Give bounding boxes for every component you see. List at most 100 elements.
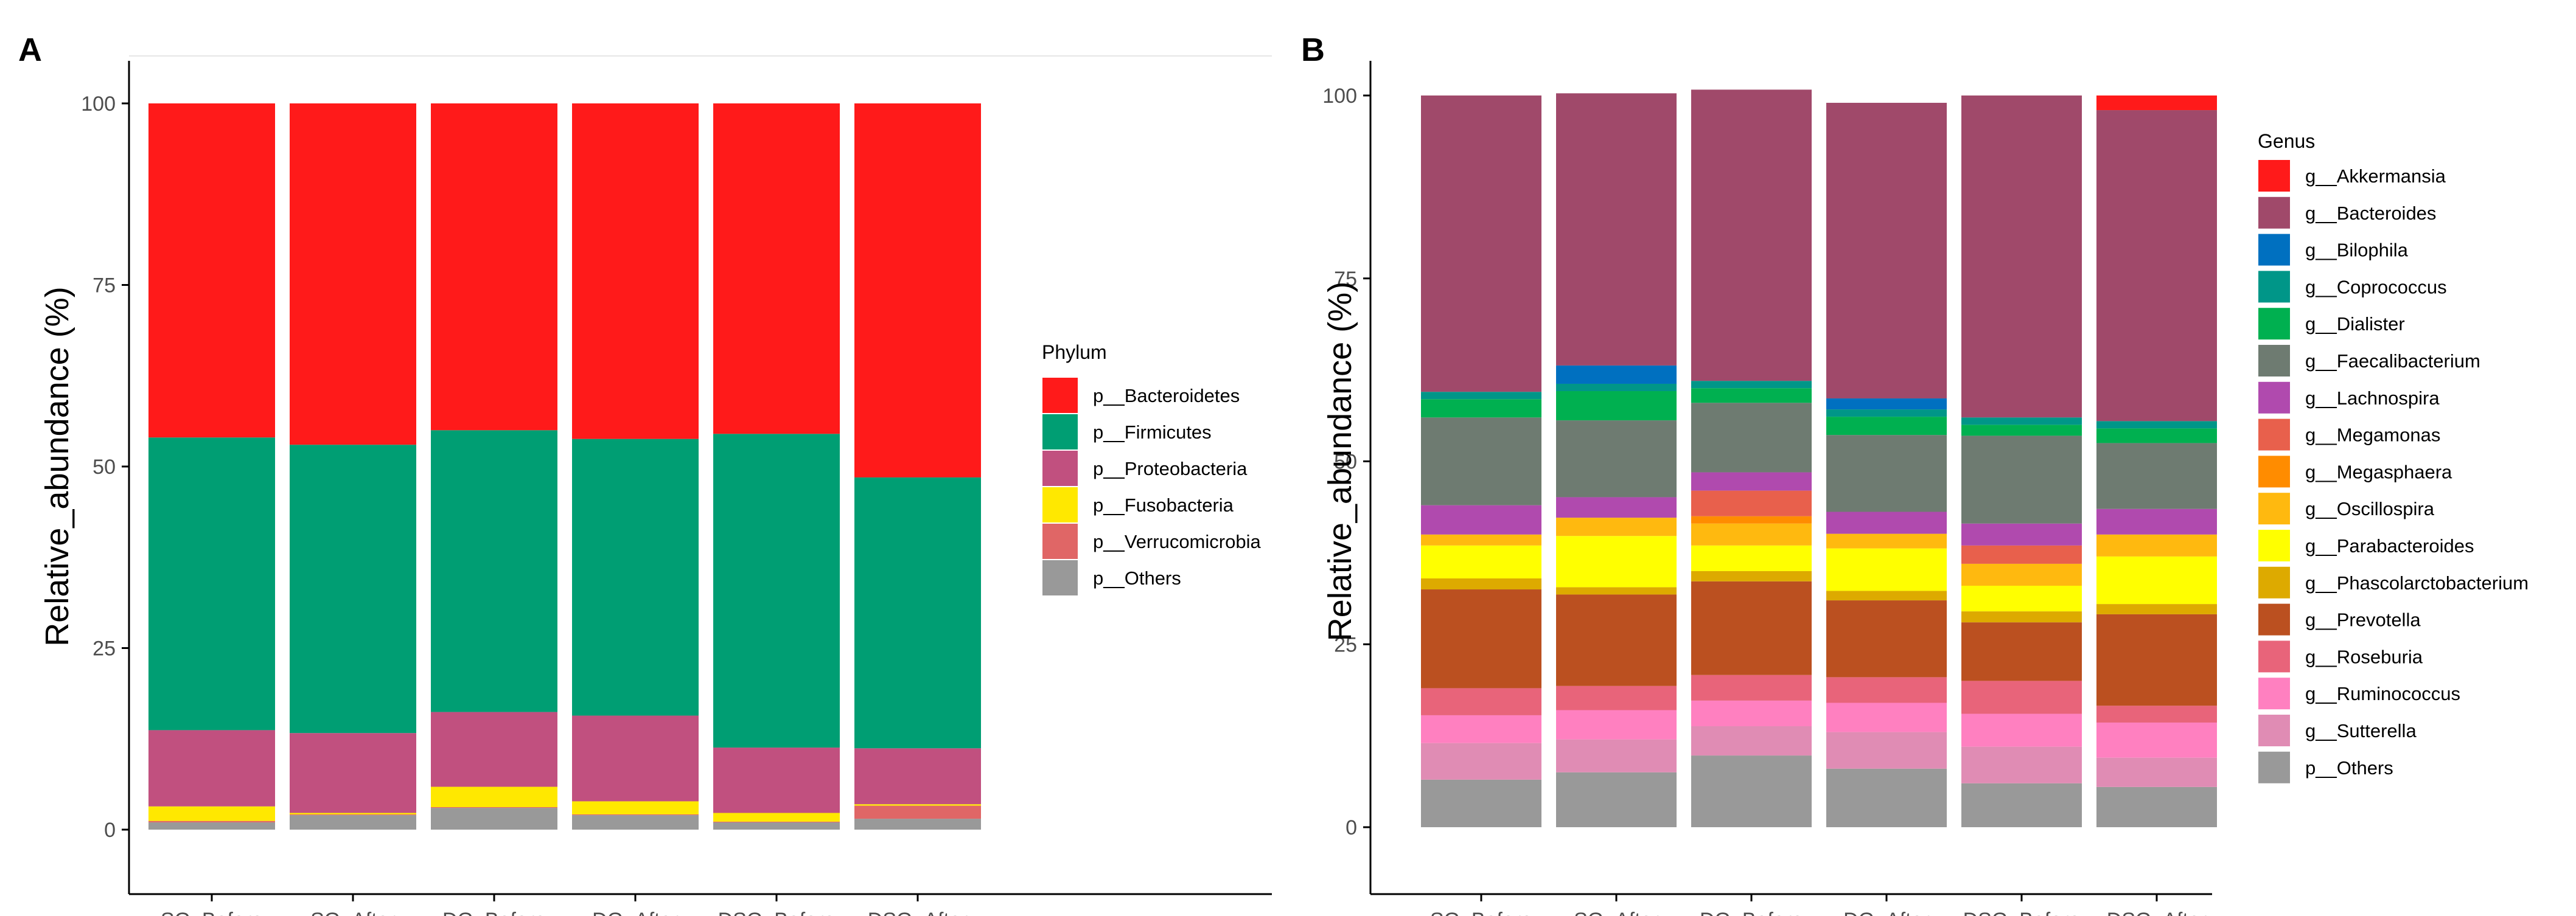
bar-segment-dsg-after-p-firmicutes — [854, 477, 981, 749]
bar-segment-sg-before-g-roseburia — [1421, 688, 1541, 715]
bar-segment-dg-before-p-others — [1691, 755, 1812, 827]
bar-segment-dsg-before-g-faecalibacterium — [1961, 435, 2082, 524]
bar-segment-dg-before-p-firmicutes — [431, 430, 557, 712]
legend-label-p-firmicutes: p__Firmicutes — [1093, 422, 1212, 443]
legend-swatch-p-fusobacteria — [1041, 486, 1079, 524]
x-tick-label-dg-after: DG_After — [592, 909, 679, 916]
bar-segment-dsg-after-p-others — [854, 819, 981, 830]
legend-title: Genus — [2258, 130, 2315, 152]
legend-label-g-roseburia: g__Roseburia — [2305, 646, 2423, 667]
bar-segment-sg-after-g-ruminococcus — [1556, 710, 1677, 740]
y-tick-label: 100 — [81, 92, 116, 116]
bar-segment-sg-after-p-firmicutes — [290, 445, 416, 734]
y-tick-label: 0 — [104, 819, 116, 842]
bar-segment-dsg-after-g-prevotella — [2096, 614, 2217, 706]
bar-segment-dg-before-g-megamonas — [1691, 490, 1812, 516]
bar-segment-dg-before-g-parabacteroides — [1691, 545, 1812, 571]
legend-label-g-faecalibacterium: g__Faecalibacterium — [2305, 350, 2480, 372]
bar-segment-sg-before-g-lachnospira — [1421, 505, 1541, 535]
bar-segment-dg-after-g-oscillospira — [1826, 533, 1947, 549]
legend-swatch-p-others — [2257, 750, 2291, 785]
bar-segment-dsg-after-g-bacteroides — [2096, 110, 2217, 422]
bar-segment-dsg-before-p-others — [1961, 783, 2082, 827]
legend-label-g-ruminococcus: g__Ruminococcus — [2305, 683, 2460, 704]
bar-segment-dg-before-g-phascolarctobacterium — [1691, 571, 1812, 581]
bar-segment-sg-after-g-bilophila — [1556, 365, 1677, 384]
bar-segment-sg-before-g-dialister — [1421, 399, 1541, 418]
bar-segment-dsg-before-g-phascolarctobacterium — [1961, 611, 2082, 623]
bar-segment-sg-after-g-bacteroides — [1556, 93, 1677, 366]
bar-segment-dsg-after-g-parabacteroides — [2096, 556, 2217, 605]
bar-segment-dg-before-g-megasphaera — [1691, 516, 1812, 524]
bar-segment-sg-after-g-parabacteroides — [1556, 536, 1677, 588]
legend-title: Phylum — [1042, 341, 1107, 363]
bar-segment-dg-after-g-lachnospira — [1826, 512, 1947, 534]
legend-label-g-bilophila: g__Bilophila — [2305, 240, 2409, 261]
bar-segment-dsg-before-p-proteobacteria — [713, 748, 840, 813]
bar-segment-dg-after-p-others — [572, 815, 699, 830]
bar-segment-sg-before-p-fusobacteria — [148, 806, 275, 821]
bar-segment-sg-before-g-prevotella — [1421, 589, 1541, 689]
legend-label-p-bacteroidetes: p__Bacteroidetes — [1093, 385, 1240, 406]
legend-swatch-g-phascolarctobacterium — [2257, 565, 2291, 600]
bar-segment-dg-before-g-prevotella — [1691, 581, 1812, 675]
bar-segment-dg-after-g-ruminococcus — [1826, 703, 1947, 732]
bar-segment-dg-before-p-proteobacteria — [431, 712, 557, 787]
legend-swatch-g-roseburia — [2257, 639, 2291, 674]
bar-segment-sg-after-g-oscillospira — [1556, 518, 1677, 536]
y-tick-label: 75 — [92, 274, 116, 297]
bar-segment-sg-before-g-oscillospira — [1421, 534, 1541, 546]
bar-segment-dsg-before-g-bacteroides — [1961, 95, 2082, 418]
bar-segment-dsg-after-p-others — [2096, 786, 2217, 827]
legend-swatch-g-megamonas — [2257, 417, 2291, 452]
bar-segment-dsg-after-g-lachnospira — [2096, 508, 2217, 535]
legend-swatch-p-others — [1041, 559, 1079, 597]
bar-segment-sg-before-g-parabacteroides — [1421, 545, 1541, 578]
bar-segment-dsg-after-g-sutterella — [2096, 757, 2217, 787]
legend-label-g-coprococcus: g__Coprococcus — [2305, 276, 2447, 297]
legend-swatch-g-akkermansia — [2257, 159, 2291, 193]
bar-segment-dsg-before-g-roseburia — [1961, 681, 2082, 714]
bar-segment-dg-after-g-sutterella — [1826, 732, 1947, 769]
bar-segment-dg-after-p-firmicutes — [572, 439, 699, 716]
legend-label-g-sutterella: g__Sutterella — [2305, 720, 2417, 741]
y-axis-title: Relative_abundance (%) — [39, 286, 75, 646]
legend-label-p-proteobacteria: p__Proteobacteria — [1093, 458, 1248, 479]
bar-segment-sg-before-g-coprococcus — [1421, 392, 1541, 400]
legend-label-p-others: p__Others — [2305, 757, 2393, 779]
bar-segment-sg-before-p-firmicutes — [148, 437, 275, 730]
bar-segment-dg-after-g-bilophila — [1826, 398, 1947, 410]
bar-segment-sg-after-g-prevotella — [1556, 594, 1677, 686]
bar-segment-dsg-before-p-firmicutes — [713, 434, 840, 748]
y-tick-label: 25 — [1334, 633, 1357, 656]
bar-segment-sg-after-g-phascolarctobacterium — [1556, 587, 1677, 595]
x-tick-label-sg-after: SG_After — [310, 909, 396, 916]
bar-segment-dg-before-p-fusobacteria — [431, 786, 557, 807]
bar-segment-sg-after-g-lachnospira — [1556, 497, 1677, 518]
bar-segment-sg-before-p-verrucomicrobia — [148, 821, 275, 823]
legend-swatch-g-prevotella — [2257, 602, 2291, 637]
bar-segment-dg-before-g-ruminococcus — [1691, 700, 1812, 726]
bar-segment-dg-before-g-dialister — [1691, 388, 1812, 403]
x-tick-label-dsg-before: DSG_Before — [1963, 909, 2081, 916]
bar-segment-dsg-after-g-akkermansia — [2096, 95, 2217, 111]
bar-segment-dg-after-p-proteobacteria — [572, 715, 699, 802]
x-tick-label-sg-before: SG_Before — [161, 909, 263, 916]
legend-label-p-verrucomicrobia: p__Verrucomicrobia — [1093, 531, 1261, 552]
legend-label-g-oscillospira: g__Oscillospira — [2305, 498, 2435, 519]
legend-swatch-g-lachnospira — [2257, 380, 2291, 415]
x-tick-label-dg-before: DG_Before — [442, 909, 546, 916]
bar-segment-sg-before-p-bacteroidetes — [148, 103, 275, 438]
bar-segment-sg-after-p-bacteroidetes — [290, 103, 416, 445]
bar-segment-dg-after-g-prevotella — [1826, 600, 1947, 678]
panel-label-b: B — [1301, 32, 1325, 68]
y-tick-label: 75 — [1334, 268, 1357, 291]
bar-segment-sg-before-g-phascolarctobacterium — [1421, 578, 1541, 590]
bar-segment-dsg-before-p-fusobacteria — [713, 813, 840, 822]
bar-segment-dsg-after-p-fusobacteria — [854, 804, 981, 806]
bar-segment-sg-before-g-sutterella — [1421, 743, 1541, 780]
bar-segment-dg-before-g-oscillospira — [1691, 523, 1812, 546]
bar-segment-dg-after-p-bacteroidetes — [572, 103, 699, 439]
bar-segment-sg-before-g-bacteroides — [1421, 95, 1541, 392]
bar-segment-sg-after-g-dialister — [1556, 391, 1677, 421]
